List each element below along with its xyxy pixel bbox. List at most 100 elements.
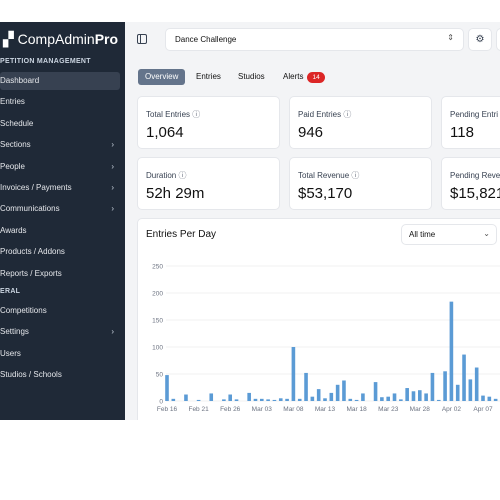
- stat-card: Pending Reven ⓘ $15,821: [441, 157, 500, 210]
- section-heading: ERAL: [0, 288, 21, 295]
- tab[interactable]: Alerts 14: [283, 69, 325, 85]
- nav-item[interactable]: Awards: [0, 222, 120, 240]
- nav-label: Dashboard: [0, 76, 40, 85]
- bar: [418, 390, 422, 401]
- bar: [487, 396, 492, 401]
- chart-card: Entries Per Day All time ⌄ 0 50 100 150 200 2…: [137, 218, 500, 420]
- nav-label: Awards: [0, 225, 27, 235]
- x-tick-label: Mar 23: [378, 406, 399, 413]
- bar: [386, 396, 390, 401]
- nav-item[interactable]: Schedule: [0, 115, 120, 133]
- bar: [449, 301, 454, 401]
- stat-label: Total Revenue ⓘ: [298, 171, 360, 180]
- nav-label: Schedule: [0, 118, 34, 128]
- tab[interactable]: Entries: [196, 69, 221, 85]
- bar: [272, 399, 277, 401]
- nav-label: Communications: [0, 204, 60, 214]
- bar: [247, 392, 251, 401]
- bar: [436, 399, 441, 401]
- nav-item[interactable]: Studios / Schools: [0, 366, 120, 384]
- tab-label: Entries: [196, 72, 221, 81]
- x-tick-label: Mar 28: [410, 406, 431, 413]
- bar: [468, 379, 473, 401]
- bar: [335, 384, 340, 401]
- bar: [316, 389, 321, 401]
- bar: [411, 391, 416, 401]
- chart: 0 50 100 150 200 250 Feb 16 Feb 21 Feb 26 Mar 03 M…: [152, 264, 500, 413]
- nav-item[interactable]: Invoices / Payments ›: [0, 179, 120, 197]
- x-tick-label: Feb 16: [157, 406, 178, 413]
- x-tick-label: Mar 13: [315, 406, 336, 413]
- bar: [361, 393, 365, 401]
- bar: [348, 398, 353, 401]
- extra-button[interactable]: [496, 28, 500, 51]
- nav-label: Reports / Exports: [0, 268, 62, 278]
- bar: [253, 398, 258, 401]
- bar: [405, 388, 409, 401]
- bar: [493, 398, 498, 401]
- stat-label: Total Entries ⓘ: [146, 110, 201, 119]
- bar: [354, 399, 359, 401]
- stat-card: Duration ⓘ 52h 29m: [137, 157, 280, 210]
- nav-item[interactable]: Communications ›: [0, 200, 120, 218]
- main: Dance Challenge ⇕ ⚙ Overview Entries Studi…: [125, 22, 500, 420]
- nav-item[interactable]: Entries: [0, 93, 120, 111]
- nav-label: Invoices / Payments: [0, 183, 72, 192]
- bar: [278, 398, 283, 401]
- stat-card: Total Entries ⓘ 1,064: [137, 96, 280, 149]
- bar: [342, 380, 346, 401]
- logo-bold: Pro: [94, 31, 119, 47]
- nav-item[interactable]: Settings ›: [0, 323, 120, 341]
- sidebar: ▞ CompAdminPro PETITION MANAGEMENT Dashbo…: [0, 22, 125, 420]
- bar: [474, 367, 479, 401]
- nav-item[interactable]: Competitions: [0, 302, 120, 320]
- bar: [297, 398, 302, 401]
- bar: [380, 397, 384, 401]
- nav-item[interactable]: Users: [0, 345, 120, 363]
- section-heading: PETITION MANAGEMENT: [0, 58, 91, 65]
- chevron: ›: [111, 183, 114, 192]
- y-tick-label: 250: [152, 264, 163, 271]
- nav-label: Users: [0, 348, 21, 358]
- tab-label: Studios: [238, 72, 265, 81]
- sidebar-toggle[interactable]: [137, 34, 147, 44]
- nav-item[interactable]: Products / Addons: [0, 243, 120, 261]
- tab[interactable]: Overview: [138, 69, 186, 85]
- stat-value: $15,821: [450, 185, 500, 202]
- nav-label: Products / Addons: [0, 247, 65, 257]
- stat-card: Total Revenue ⓘ $53,170: [289, 157, 432, 210]
- stat-card: Paid Entries ⓘ 946: [289, 96, 432, 149]
- stat-label: Duration ⓘ: [146, 171, 187, 180]
- nav-item[interactable]: Dashboard: [0, 72, 120, 90]
- bar: [304, 372, 308, 401]
- stat-value: $53,170: [298, 185, 353, 202]
- nav-item[interactable]: Sections ›: [0, 136, 120, 154]
- bar: [399, 399, 403, 401]
- nav-label: People: [0, 161, 25, 171]
- nav-label: Studios / Schools: [0, 370, 62, 380]
- bar: [430, 372, 435, 401]
- bar: [184, 394, 188, 401]
- x-tick-label: Apr 07: [473, 406, 493, 413]
- stat-label: Pending Reven ⓘ: [450, 171, 500, 180]
- tab[interactable]: Studios: [238, 69, 265, 85]
- competition-select[interactable]: Dance Challenge ⇕: [165, 28, 464, 51]
- range-select[interactable]: All time ⌄: [401, 224, 497, 245]
- stat-card: Pending Entri ⓘ 118: [441, 96, 500, 149]
- settings-button[interactable]: ⚙: [468, 28, 492, 51]
- chevron: ›: [111, 204, 114, 214]
- bar: [481, 395, 485, 401]
- y-tick-label: 0: [159, 399, 163, 406]
- stat-value: 1,064: [146, 124, 184, 141]
- alert-badge: 14: [307, 72, 325, 83]
- stat-value: 118: [450, 124, 474, 141]
- bar: [285, 398, 289, 401]
- nav-label: Entries: [0, 97, 25, 107]
- x-tick-label: Mar 18: [346, 406, 367, 413]
- tab-label: Overview: [145, 72, 179, 81]
- bar: [323, 398, 327, 401]
- x-tick-label: Feb 21: [188, 406, 209, 413]
- nav-item[interactable]: Reports / Exports: [0, 265, 120, 283]
- nav-item[interactable]: People ›: [0, 158, 120, 176]
